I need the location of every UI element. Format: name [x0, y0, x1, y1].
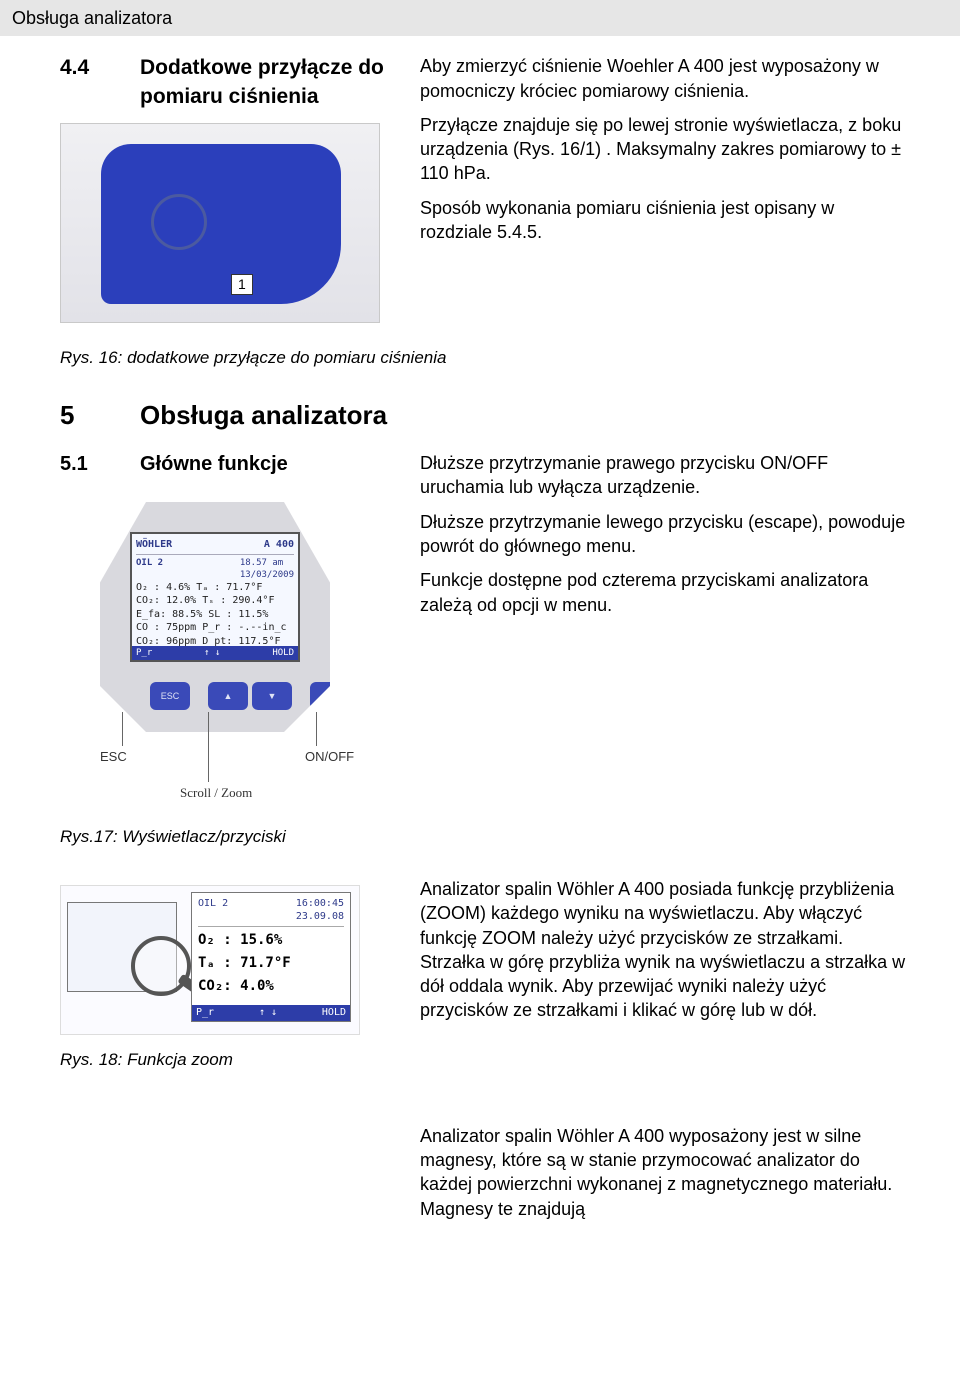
- zoom-big-footer-mid: ↑ ↓: [259, 1006, 277, 1020]
- zoom-text: Analizator spalin Wöhler A 400 posiada f…: [420, 877, 910, 1100]
- zoom-para: Analizator spalin Wöhler A 400 posiada f…: [420, 877, 910, 1023]
- callout-label-1: 1: [231, 274, 253, 295]
- label-esc: ESC: [100, 748, 127, 766]
- page-content: 4.4 Dodatkowe przyłącze do pomiaru ciśni…: [0, 54, 960, 1231]
- figure-18-image: OIL 2 16:00:45 23.09.08 O₂ : 15.6% Tₐ : …: [60, 885, 360, 1035]
- section-4-4-para3: Sposób wykonania pomiaru ciśnienia jest …: [420, 196, 910, 245]
- label-onoff: ON/OFF: [305, 748, 354, 766]
- tail-left-spacer: [60, 1124, 390, 1231]
- screen-row-3: CO : 75ppm P_r : -.--in_c: [136, 621, 294, 635]
- pointer-onoff: [316, 712, 317, 746]
- section-4-4-para1: Aby zmierzyć ciśnienie Woehler A 400 jes…: [420, 54, 910, 103]
- pointer-scroll: [208, 712, 209, 782]
- section-4-4-left: 4.4 Dodatkowe przyłącze do pomiaru ciśni…: [60, 54, 390, 323]
- section-4-4-text: Aby zmierzyć ciśnienie Woehler A 400 jes…: [420, 54, 910, 323]
- zoom-big-l3: CO₂: 4.0%: [198, 977, 344, 996]
- screen-footer: P_r ↑ ↓ HOLD: [132, 646, 298, 660]
- analyzer-body: WÖHLER A 400 OIL 2 18.57 am 13/03/2009 O…: [100, 502, 330, 732]
- screen-time: 18.57 am: [240, 558, 283, 568]
- zoom-big-time: 16:00:45: [296, 898, 344, 909]
- section-5-1-para3: Funkcje dostępne pod czterema przyciskam…: [420, 568, 910, 617]
- esc-hw-button: ESC: [150, 682, 190, 710]
- zoom-big-l1: O₂ : 15.6%: [198, 931, 344, 950]
- section-5-1: 5.1 Główne funkcje WÖHLER A 400 OIL 2 18…: [60, 451, 910, 802]
- down-hw-button: ▼: [252, 682, 292, 710]
- zoom-big-footer-left: P_r: [196, 1006, 214, 1020]
- screen-brand-right: A 400: [264, 538, 294, 552]
- section-5-1-para2: Dłuższe przytrzymanie lewego przycisku (…: [420, 510, 910, 559]
- screen-date: 13/03/2009: [240, 570, 294, 580]
- figure-18-caption: Rys. 18: Funkcja zoom: [60, 1049, 390, 1072]
- chapter-5-number: 5: [60, 398, 114, 433]
- zoom-big-screen: OIL 2 16:00:45 23.09.08 O₂ : 15.6% Tₐ : …: [191, 892, 351, 1022]
- section-5-1-heading: 5.1 Główne funkcje: [60, 451, 390, 478]
- screen-brand-left: WÖHLER: [136, 538, 172, 552]
- page-header: Obsługa analizatora: [0, 0, 960, 36]
- zoom-big-date: 23.09.08: [296, 911, 344, 922]
- zoom-big-footer-right: HOLD: [322, 1006, 346, 1020]
- section-5-1-number: 5.1: [60, 451, 114, 478]
- zoom-big-l2: Tₐ : 71.7°F: [198, 954, 344, 973]
- section-5-1-left: 5.1 Główne funkcje WÖHLER A 400 OIL 2 18…: [60, 451, 390, 802]
- hardware-buttons: ESC ▲ ▼ ⏻: [150, 682, 350, 710]
- screen-row-0: O₂ : 4.6% Tₐ : 71.7°F: [136, 581, 294, 595]
- analyzer-screen: WÖHLER A 400 OIL 2 18.57 am 13/03/2009 O…: [130, 532, 300, 662]
- screen-footer-mid: ↑ ↓: [204, 647, 220, 659]
- section-4-4-para2: Przyłącze znajduje się po lewej stronie …: [420, 113, 910, 186]
- screen-header: WÖHLER A 400: [136, 538, 294, 555]
- screen-row-2: E_fa: 88.5% SL : 11.5%: [136, 608, 294, 622]
- figure-16-image: 1: [60, 123, 380, 323]
- section-4-4-title: Dodatkowe przyłącze do pomiaru ciśnienia: [140, 54, 390, 111]
- section-4-4-heading: 4.4 Dodatkowe przyłącze do pomiaru ciśni…: [60, 54, 390, 111]
- device-illustration: 1: [101, 144, 341, 304]
- screen-footer-right: HOLD: [272, 647, 294, 659]
- tail-section: Analizator spalin Wöhler A 400 wyposażon…: [60, 1124, 910, 1231]
- figure-17-image: WÖHLER A 400 OIL 2 18.57 am 13/03/2009 O…: [60, 492, 370, 802]
- tail-para: Analizator spalin Wöhler A 400 wyposażon…: [420, 1124, 910, 1221]
- screen-row-1: CO₂: 12.0% Tₛ : 290.4°F: [136, 594, 294, 608]
- zoom-big-footer: P_r ↑ ↓ HOLD: [192, 1005, 350, 1021]
- port-highlight-circle: [151, 194, 207, 250]
- magnifier-lens-icon: [131, 936, 191, 996]
- zoom-section: OIL 2 16:00:45 23.09.08 O₂ : 15.6% Tₐ : …: [60, 877, 910, 1100]
- power-hw-button: ⏻: [310, 682, 350, 710]
- section-5-1-para1: Dłuższe przytrzymanie prawego przycisku …: [420, 451, 910, 500]
- tail-text: Analizator spalin Wöhler A 400 wyposażon…: [420, 1124, 910, 1231]
- zoom-big-header: OIL 2 16:00:45 23.09.08: [198, 897, 344, 927]
- chapter-5-heading: 5 Obsługa analizatora: [60, 398, 910, 433]
- section-5-1-title: Główne funkcje: [140, 451, 288, 478]
- label-scroll: Scroll / Zoom: [180, 784, 252, 802]
- chapter-5-title: Obsługa analizatora: [140, 398, 387, 433]
- section-4-4: 4.4 Dodatkowe przyłącze do pomiaru ciśni…: [60, 54, 910, 323]
- section-5-1-text: Dłuższe przytrzymanie prawego przycisku …: [420, 451, 910, 802]
- screen-footer-left: P_r: [136, 647, 152, 659]
- zoom-left: OIL 2 16:00:45 23.09.08 O₂ : 15.6% Tₐ : …: [60, 877, 390, 1100]
- figure-16-caption: Rys. 16: dodatkowe przyłącze do pomiaru …: [60, 347, 910, 370]
- figure-17-caption: Rys.17: Wyświetlacz/przyciski: [60, 826, 910, 849]
- screen-mode: OIL 2: [136, 557, 163, 581]
- section-4-4-number: 4.4: [60, 54, 114, 111]
- pointer-esc: [122, 712, 123, 746]
- zoom-big-mode: OIL 2: [198, 897, 228, 924]
- page-header-title: Obsługa analizatora: [12, 8, 172, 28]
- up-hw-button: ▲: [208, 682, 248, 710]
